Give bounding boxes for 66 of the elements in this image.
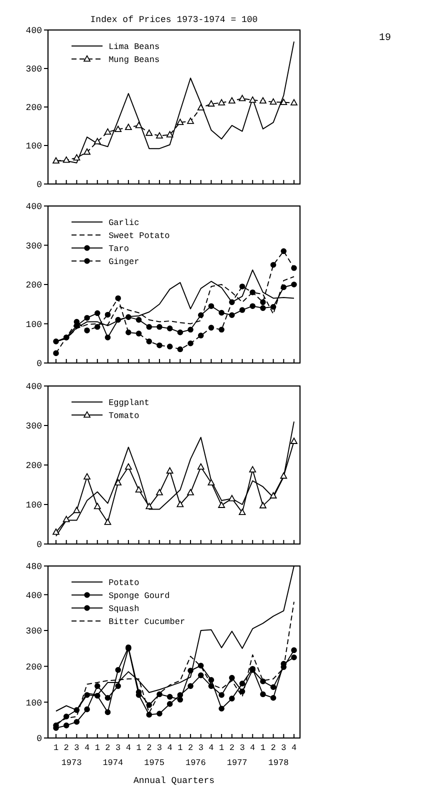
y-tick-label: 200 [26, 280, 42, 291]
x-tick-label: 1 [178, 743, 183, 753]
x-tick-label: 1 [136, 743, 142, 753]
legend-label: Sweet Potato [108, 230, 170, 241]
x-tick-label: 1 [94, 743, 100, 753]
x-tick-label: 1 [53, 743, 59, 753]
y-tick-label: 100 [26, 142, 42, 152]
y-tick-label: 0 [36, 180, 42, 190]
y-tick-label: 100 [26, 698, 42, 708]
x-tick-label: 2 [146, 743, 152, 753]
y-tick-label: 300 [26, 64, 42, 75]
x-tick-label: 3 [156, 743, 162, 753]
y-tick-label: 200 [26, 662, 42, 672]
y-tick-label: 0 [36, 734, 42, 744]
y-tick-label: 0 [36, 540, 42, 550]
x-tick-label: 4 [126, 743, 131, 753]
legend-label: Bitter Cucumber [108, 616, 186, 627]
legend-label: Sponge Gourd [108, 590, 170, 601]
x-axis-title: Annual Quarters [133, 776, 215, 786]
legend-label: Tomato [108, 410, 140, 421]
y-tick-label: 200 [26, 103, 42, 114]
y-tick-label: 480 [26, 562, 42, 572]
x-tick-label: 4 [291, 743, 297, 753]
x-tick-label: 3 [198, 743, 204, 753]
legend-label: Mung Beans [108, 54, 160, 65]
y-tick-label: 100 [26, 320, 42, 330]
text: 1977 [226, 758, 248, 768]
text: 1975 [144, 758, 165, 768]
text: 1978 [268, 758, 289, 768]
x-tick-label: 4 [84, 743, 90, 753]
legend-label: Taro [108, 244, 129, 254]
text: 1976 [185, 758, 206, 768]
x-tick-label: 3 [240, 743, 245, 753]
legend-label: Eggplant [108, 398, 150, 408]
x-tick-label: 2 [229, 743, 234, 753]
y-tick-label: 100 [26, 500, 42, 511]
text: 1974 [102, 758, 124, 768]
y-tick-label: 200 [26, 461, 42, 472]
x-tick-label: 1 [260, 743, 266, 753]
y-tick-label: 300 [26, 626, 42, 637]
y-tick-label: 400 [26, 590, 42, 601]
y-tick-label: 300 [26, 422, 42, 432]
y-tick-label: 0 [36, 359, 42, 370]
legend-label: Squash [108, 604, 140, 614]
legend-label: Ginger [108, 256, 140, 267]
x-tick-label: 4 [208, 743, 214, 753]
x-tick-label: 2 [64, 743, 69, 753]
x-tick-label: 2 [105, 743, 110, 753]
y-tick-label: 400 [26, 26, 42, 36]
legend-label: Potato [108, 578, 140, 588]
legend-label: Garlic [108, 218, 140, 228]
legend-label: Lima Beans [108, 42, 160, 52]
y-tick-label: 400 [26, 382, 42, 392]
chart-title: Index of Prices 1973-1974 = 100 [90, 15, 258, 25]
x-tick-label: 4 [250, 743, 256, 753]
x-tick-label: 3 [281, 743, 286, 753]
x-tick-label: 1 [219, 743, 224, 753]
x-tick-label: 2 [188, 743, 194, 753]
y-tick-label: 300 [26, 241, 42, 252]
x-tick-label: 3 [74, 743, 80, 753]
text: 1973 [61, 758, 82, 768]
x-tick-label: 3 [116, 743, 121, 753]
text: 19 [379, 33, 392, 44]
x-tick-label: 2 [270, 743, 276, 753]
x-tick-label: 4 [167, 743, 172, 753]
y-tick-label: 400 [26, 202, 42, 212]
